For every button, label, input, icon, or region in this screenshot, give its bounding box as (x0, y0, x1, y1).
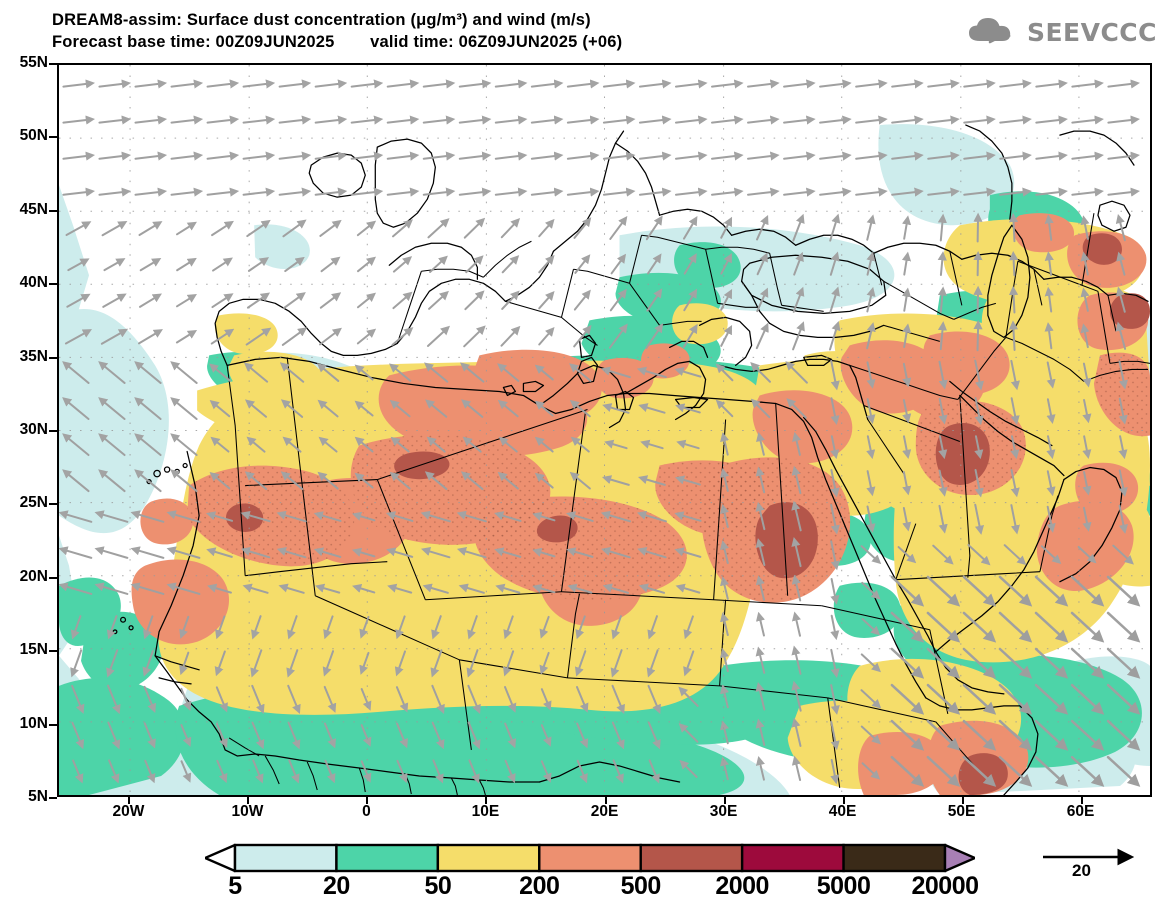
map-title-model: DREAM8-assim: Surface dust concentration… (52, 11, 591, 29)
y-axis-label: 25N (19, 494, 48, 512)
x-axis-label: 60E (1066, 803, 1095, 820)
valid-time: valid time: 06Z09JUN2025 (+06) (370, 33, 623, 51)
y-axis-label: 30N (19, 421, 48, 438)
x-axis-label: 30E (709, 803, 738, 820)
colorbar-tick-label: 200 (519, 872, 560, 900)
dust-concentration-map (59, 65, 1150, 795)
x-axis-label: 20E (590, 803, 619, 820)
seevccc-logo: SEEVCCC (966, 14, 1157, 50)
wind-scale-value: 20 (1072, 861, 1091, 880)
colorbar-tick-label: 5000 (816, 872, 871, 900)
forecast-base-time: Forecast base time: 00Z09JUN2025 (52, 33, 335, 51)
y-axis-label: 5N (28, 788, 48, 805)
y-axis-tick (49, 723, 57, 726)
x-axis-tick (366, 797, 369, 804)
y-axis-label: 10N (19, 714, 48, 732)
y-axis-label: 45N (19, 200, 48, 218)
x-axis-label: 50E (947, 803, 976, 820)
colorbar-tick-label: 50 (424, 872, 452, 900)
y-axis-tick (49, 797, 57, 799)
x-axis-tick (247, 797, 250, 804)
y-axis-tick (49, 576, 57, 579)
y-axis-label: 50N (19, 127, 48, 145)
y-axis-label: 20N (19, 567, 48, 585)
x-axis-tick (604, 797, 607, 804)
colorbar-tick-label: 2000 (715, 872, 769, 900)
map-country-borders (226, 213, 1150, 795)
y-axis-label: 40N (19, 274, 48, 292)
x-axis-label: 0 (362, 803, 371, 820)
y-axis-label: 15N (19, 641, 48, 659)
y-axis-tick (49, 430, 57, 432)
y-axis-tick (49, 283, 57, 286)
colorbar-swatches (205, 843, 975, 873)
y-axis-tick (49, 503, 57, 506)
y-axis-tick (49, 650, 57, 653)
y-axis-tick (49, 136, 57, 139)
header: DREAM8-assim: Surface dust concentration… (0, 0, 1165, 60)
x-axis-tick (128, 797, 131, 804)
x-axis-label: 20W (112, 803, 145, 820)
y-axis-tick (49, 209, 57, 212)
x-axis-tick (842, 797, 845, 804)
x-axis-tick (723, 797, 726, 804)
wind-scale-legend (1035, 845, 1145, 893)
x-axis-tick (961, 797, 964, 804)
cloud-wind-icon (968, 18, 1011, 44)
colorbar (205, 843, 975, 873)
x-axis-tick (1080, 797, 1083, 804)
map-title-times: Forecast base time: 00Z09JUN2025 valid t… (52, 33, 622, 52)
y-axis-label: 55N (19, 54, 48, 71)
map-plot-area[interactable] (57, 63, 1152, 797)
wind-scale-arrow-icon (1043, 848, 1135, 866)
colorbar-tick-label: 5 (228, 872, 242, 900)
wind-vector-field (59, 79, 1141, 787)
logo-text: SEEVCCC (1026, 17, 1157, 47)
colorbar-tick-label: 20000 (911, 872, 979, 900)
y-axis-tick (49, 356, 57, 359)
x-axis-label: 10E (471, 803, 500, 820)
colorbar-tick-label: 20 (323, 872, 350, 900)
x-axis-tick (485, 797, 488, 804)
y-axis-tick (49, 63, 57, 65)
x-axis-label: 10W (231, 803, 264, 820)
x-axis-label: 40E (828, 803, 857, 820)
colorbar-tick-label: 500 (620, 872, 662, 900)
y-axis-label: 35N (19, 347, 48, 365)
